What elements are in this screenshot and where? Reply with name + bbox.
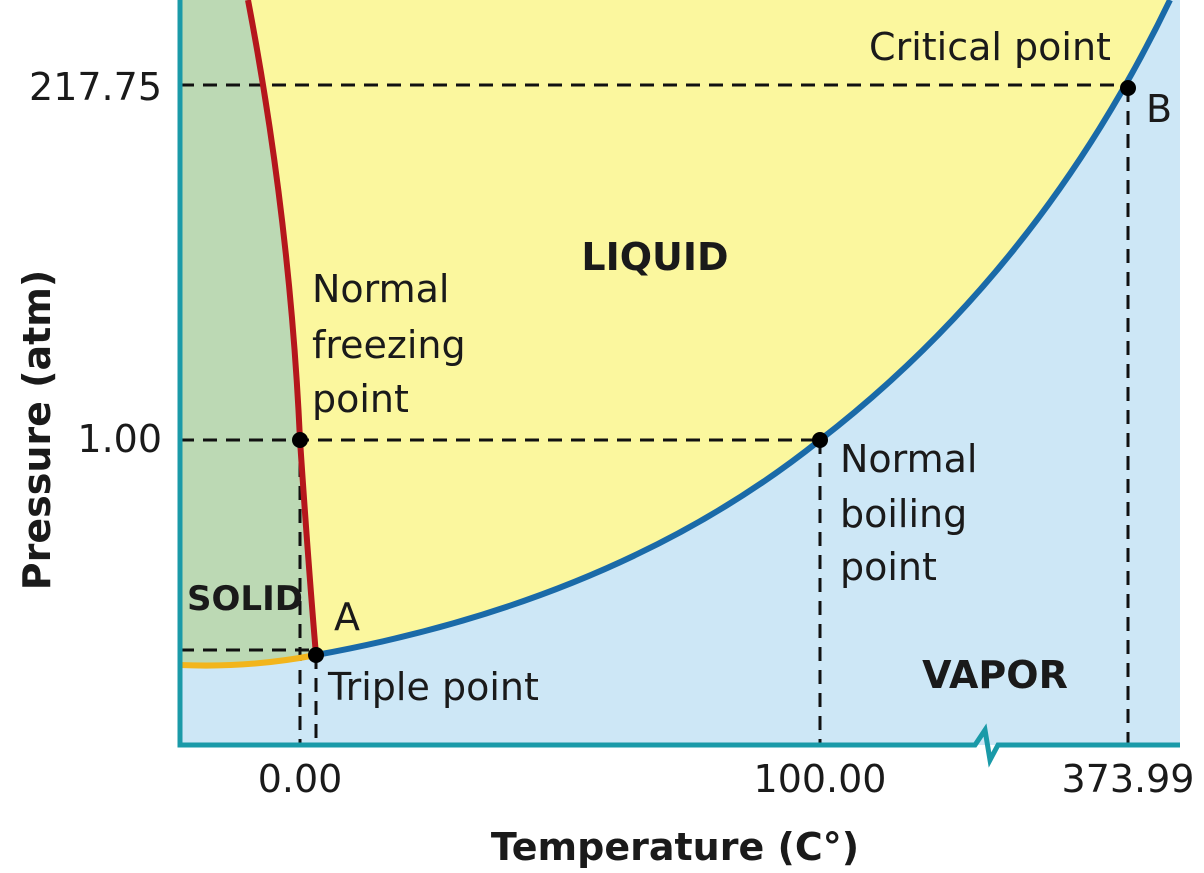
- freezing-label: Normal: [312, 267, 450, 311]
- critical-letter: B: [1146, 87, 1172, 131]
- boiling-label: point: [840, 545, 937, 589]
- boiling-label: Normal: [840, 437, 978, 481]
- liquid-label: LIQUID: [581, 235, 728, 279]
- critical-label: Critical point: [869, 25, 1111, 69]
- sublimation-curve: [179, 652, 317, 669]
- y-tick-label: 217.75: [29, 65, 162, 109]
- vapor-label: VAPOR: [922, 653, 1068, 697]
- critical-point-dot: [1120, 80, 1136, 96]
- solid-region: [180, 0, 316, 666]
- x-tick-label: 373.99: [1062, 757, 1195, 801]
- triple-letter: A: [334, 595, 360, 639]
- freezing-label: point: [312, 377, 409, 421]
- y-tick-label: 1.00: [77, 417, 162, 461]
- boiling-label: boiling: [840, 492, 967, 536]
- x-axis-title: Temperature (C°): [491, 825, 859, 869]
- solid-label: SOLID: [187, 579, 303, 619]
- melting-curve: [245, 0, 319, 656]
- y-axis-title: Pressure (atm): [15, 270, 59, 591]
- liquid-region: [248, 0, 1170, 655]
- boiling-point-dot: [812, 432, 828, 448]
- x-tick-label: 100.00: [754, 757, 887, 801]
- freezing-point-dot: [292, 432, 308, 448]
- x-tick-label: 0.00: [258, 757, 343, 801]
- freezing-label: freezing: [312, 323, 466, 367]
- triple-point-dot: [308, 647, 324, 663]
- axes: [177, 0, 1180, 768]
- guide-lines: [180, 83, 1130, 745]
- triple-label: Triple point: [327, 665, 539, 709]
